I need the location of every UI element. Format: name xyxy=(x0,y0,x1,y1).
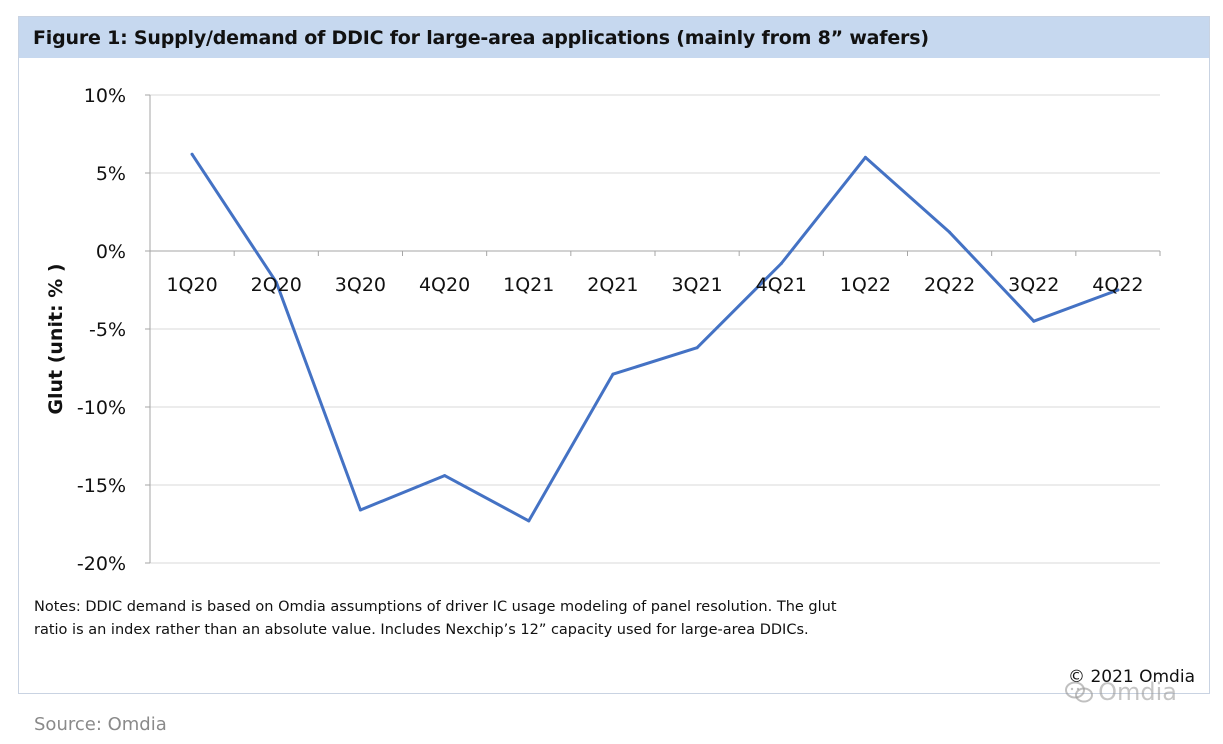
y-tick-label-3: -5% xyxy=(89,319,126,341)
x-tick-label-2q20: 2Q20 xyxy=(251,274,302,296)
x-tick-label-1q20: 1Q20 xyxy=(166,274,217,296)
data-point-3q22 xyxy=(1032,319,1036,323)
data-point-4q22 xyxy=(1116,288,1120,292)
y-tick-label-4: -10% xyxy=(77,397,126,419)
data-point-4q20 xyxy=(443,474,447,478)
y-tick-label-0: 10% xyxy=(84,85,126,107)
chat-bubble-icon xyxy=(1065,681,1094,703)
x-tick-label-1q22: 1Q22 xyxy=(840,274,891,296)
figure-frame: Figure 1: Supply/demand of DDIC for larg… xyxy=(18,16,1210,694)
x-tick-label-2q21: 2Q21 xyxy=(587,274,638,296)
source-text: Source: Omdia xyxy=(34,714,167,735)
y-tick-label-6: -20% xyxy=(77,553,126,575)
figure-notes: Notes: DDIC demand is based on Omdia ass… xyxy=(34,596,974,642)
data-point-2q21 xyxy=(611,372,615,376)
data-point-2q22 xyxy=(948,230,952,234)
data-point-1q22 xyxy=(863,155,867,159)
x-tick-label-3q20: 3Q20 xyxy=(335,274,386,296)
watermark: Omdia xyxy=(1064,678,1177,706)
data-point-1q20 xyxy=(190,152,194,156)
y-tick-label-5: -15% xyxy=(77,475,126,497)
watermark-text: Omdia xyxy=(1098,678,1177,706)
data-point-3q21 xyxy=(695,346,699,350)
x-tick-label-3q21: 3Q21 xyxy=(671,274,722,296)
data-point-1q21 xyxy=(527,519,531,523)
x-tick-label-4q20: 4Q20 xyxy=(419,274,470,296)
series-line-0 xyxy=(190,152,1120,523)
y-tick-label-2: 0% xyxy=(96,241,126,263)
copyright-text: © 2021 Omdia xyxy=(1068,667,1195,687)
x-tick-label-2q22: 2Q22 xyxy=(924,274,975,296)
figure-title: Figure 1: Supply/demand of DDIC for larg… xyxy=(19,17,1209,58)
notes-line-2: ratio is an index rather than an absolut… xyxy=(34,622,809,638)
x-tick-label-3q22: 3Q22 xyxy=(1008,274,1059,296)
x-tick-label-1q21: 1Q21 xyxy=(503,274,554,296)
data-point-2q20 xyxy=(274,280,278,284)
notes-line-1: Notes: DDIC demand is based on Omdia ass… xyxy=(34,599,837,615)
x-tick-label-4q21: 4Q21 xyxy=(756,274,807,296)
x-tick-label-4q22: 4Q22 xyxy=(1092,274,1143,296)
y-axis-title: Glut (unit: % ) xyxy=(45,263,67,414)
data-point-4q21 xyxy=(779,261,783,265)
y-tick-label-1: 5% xyxy=(96,163,126,185)
data-point-3q20 xyxy=(358,508,362,512)
